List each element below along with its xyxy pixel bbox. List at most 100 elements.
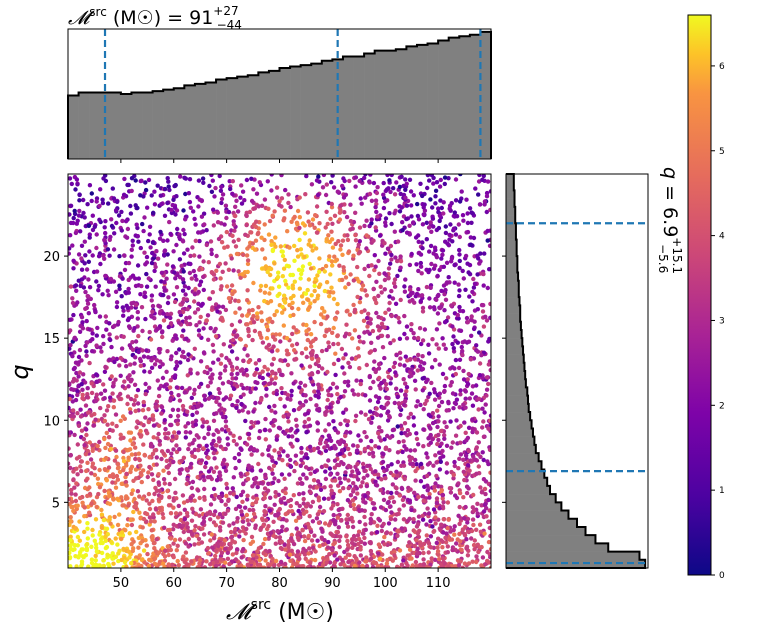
scatter-point: [303, 346, 309, 351]
scatter-point: [180, 403, 186, 409]
scatter-point: [297, 225, 302, 231]
scatter-point: [408, 357, 413, 362]
scatter-point: [371, 454, 376, 459]
scatter-point: [437, 362, 442, 367]
scatter-point: [295, 254, 301, 259]
scatter-point: [128, 211, 134, 216]
scatter-point: [125, 394, 131, 399]
scatter-point: [269, 242, 274, 247]
scatter-point: [311, 478, 317, 483]
scatter-point: [356, 541, 361, 547]
scatter-point: [436, 225, 442, 231]
scatter-point: [376, 366, 382, 371]
scatter-point: [411, 423, 417, 428]
scatter-point: [179, 334, 185, 339]
scatter-point: [383, 476, 388, 481]
scatter-point: [274, 309, 279, 314]
scatter-point: [268, 381, 273, 386]
scatter-point: [247, 447, 253, 452]
scatter-point: [274, 388, 279, 394]
scatter-point: [416, 217, 422, 222]
scatter-point: [289, 371, 294, 376]
scatter-point: [356, 536, 362, 542]
scatter-point: [290, 331, 295, 337]
scatter-point: [345, 419, 351, 424]
scatter-point: [485, 179, 491, 184]
scatter-point: [385, 246, 391, 251]
scatter-point: [113, 377, 118, 382]
scatter-point: [369, 263, 374, 268]
scatter-point: [87, 485, 92, 490]
scatter-point: [424, 451, 429, 456]
scatter-point: [331, 361, 337, 367]
scatter-point: [102, 237, 107, 243]
scatter-point: [238, 337, 243, 342]
scatter-point: [364, 483, 370, 489]
scatter-point: [197, 197, 202, 202]
scatter-point: [392, 211, 397, 216]
scatter-point: [141, 516, 147, 522]
scatter-point: [218, 361, 224, 366]
scatter-point: [420, 388, 425, 393]
scatter-point: [273, 541, 278, 546]
scatter-point: [383, 223, 388, 228]
scatter-point: [82, 443, 87, 448]
scatter-point: [96, 254, 102, 259]
scatter-point: [166, 295, 171, 300]
scatter-point: [469, 391, 475, 396]
scatter-point: [284, 518, 289, 523]
scatter-point: [346, 478, 351, 483]
scatter-point: [384, 386, 389, 392]
scatter-point: [433, 453, 438, 458]
scatter-point: [149, 260, 155, 266]
scatter-point: [466, 371, 471, 377]
scatter-point: [253, 499, 259, 505]
scatter-point: [301, 472, 306, 477]
scatter-point: [94, 343, 99, 348]
scatter-point: [318, 312, 324, 317]
scatter-point: [89, 390, 95, 396]
scatter-point: [385, 464, 391, 469]
scatter-point: [315, 428, 320, 433]
scatter-point: [326, 422, 332, 427]
scatter-point: [167, 495, 172, 500]
scatter-point: [230, 367, 235, 373]
scatter-point: [272, 312, 277, 318]
scatter-point: [446, 536, 452, 542]
scatter-point: [332, 560, 337, 565]
scatter-point: [444, 408, 449, 413]
scatter-point: [365, 315, 370, 321]
scatter-point: [175, 543, 180, 548]
scatter-point: [322, 538, 327, 543]
scatter-point: [79, 547, 84, 552]
scatter-point: [321, 509, 327, 514]
scatter-point: [188, 430, 193, 435]
scatter-point: [244, 367, 249, 373]
scatter-point: [155, 256, 161, 261]
scatter-point: [269, 188, 274, 193]
scatter-point: [457, 247, 462, 253]
scatter-point: [276, 478, 281, 484]
scatter-point: [189, 485, 195, 491]
scatter-point: [471, 276, 476, 282]
scatter-point: [410, 461, 416, 467]
scatter-point: [394, 512, 399, 517]
scatter-point: [431, 463, 436, 468]
scatter-point: [101, 334, 106, 339]
scatter-point: [208, 367, 213, 372]
scatter-point: [372, 253, 377, 258]
scatter-point: [240, 499, 245, 504]
scatter-point: [290, 434, 295, 439]
scatter-point: [68, 203, 74, 208]
scatter-point: [293, 226, 299, 231]
scatter-point: [368, 540, 373, 545]
scatter-point: [231, 433, 236, 438]
scatter-point: [373, 394, 379, 399]
scatter-point: [200, 176, 206, 181]
scatter-point: [361, 340, 366, 345]
scatter-point: [90, 533, 95, 538]
scatter-point: [210, 290, 215, 295]
scatter-point: [456, 316, 461, 321]
scatter-point: [139, 283, 144, 289]
scatter-point: [156, 480, 161, 485]
